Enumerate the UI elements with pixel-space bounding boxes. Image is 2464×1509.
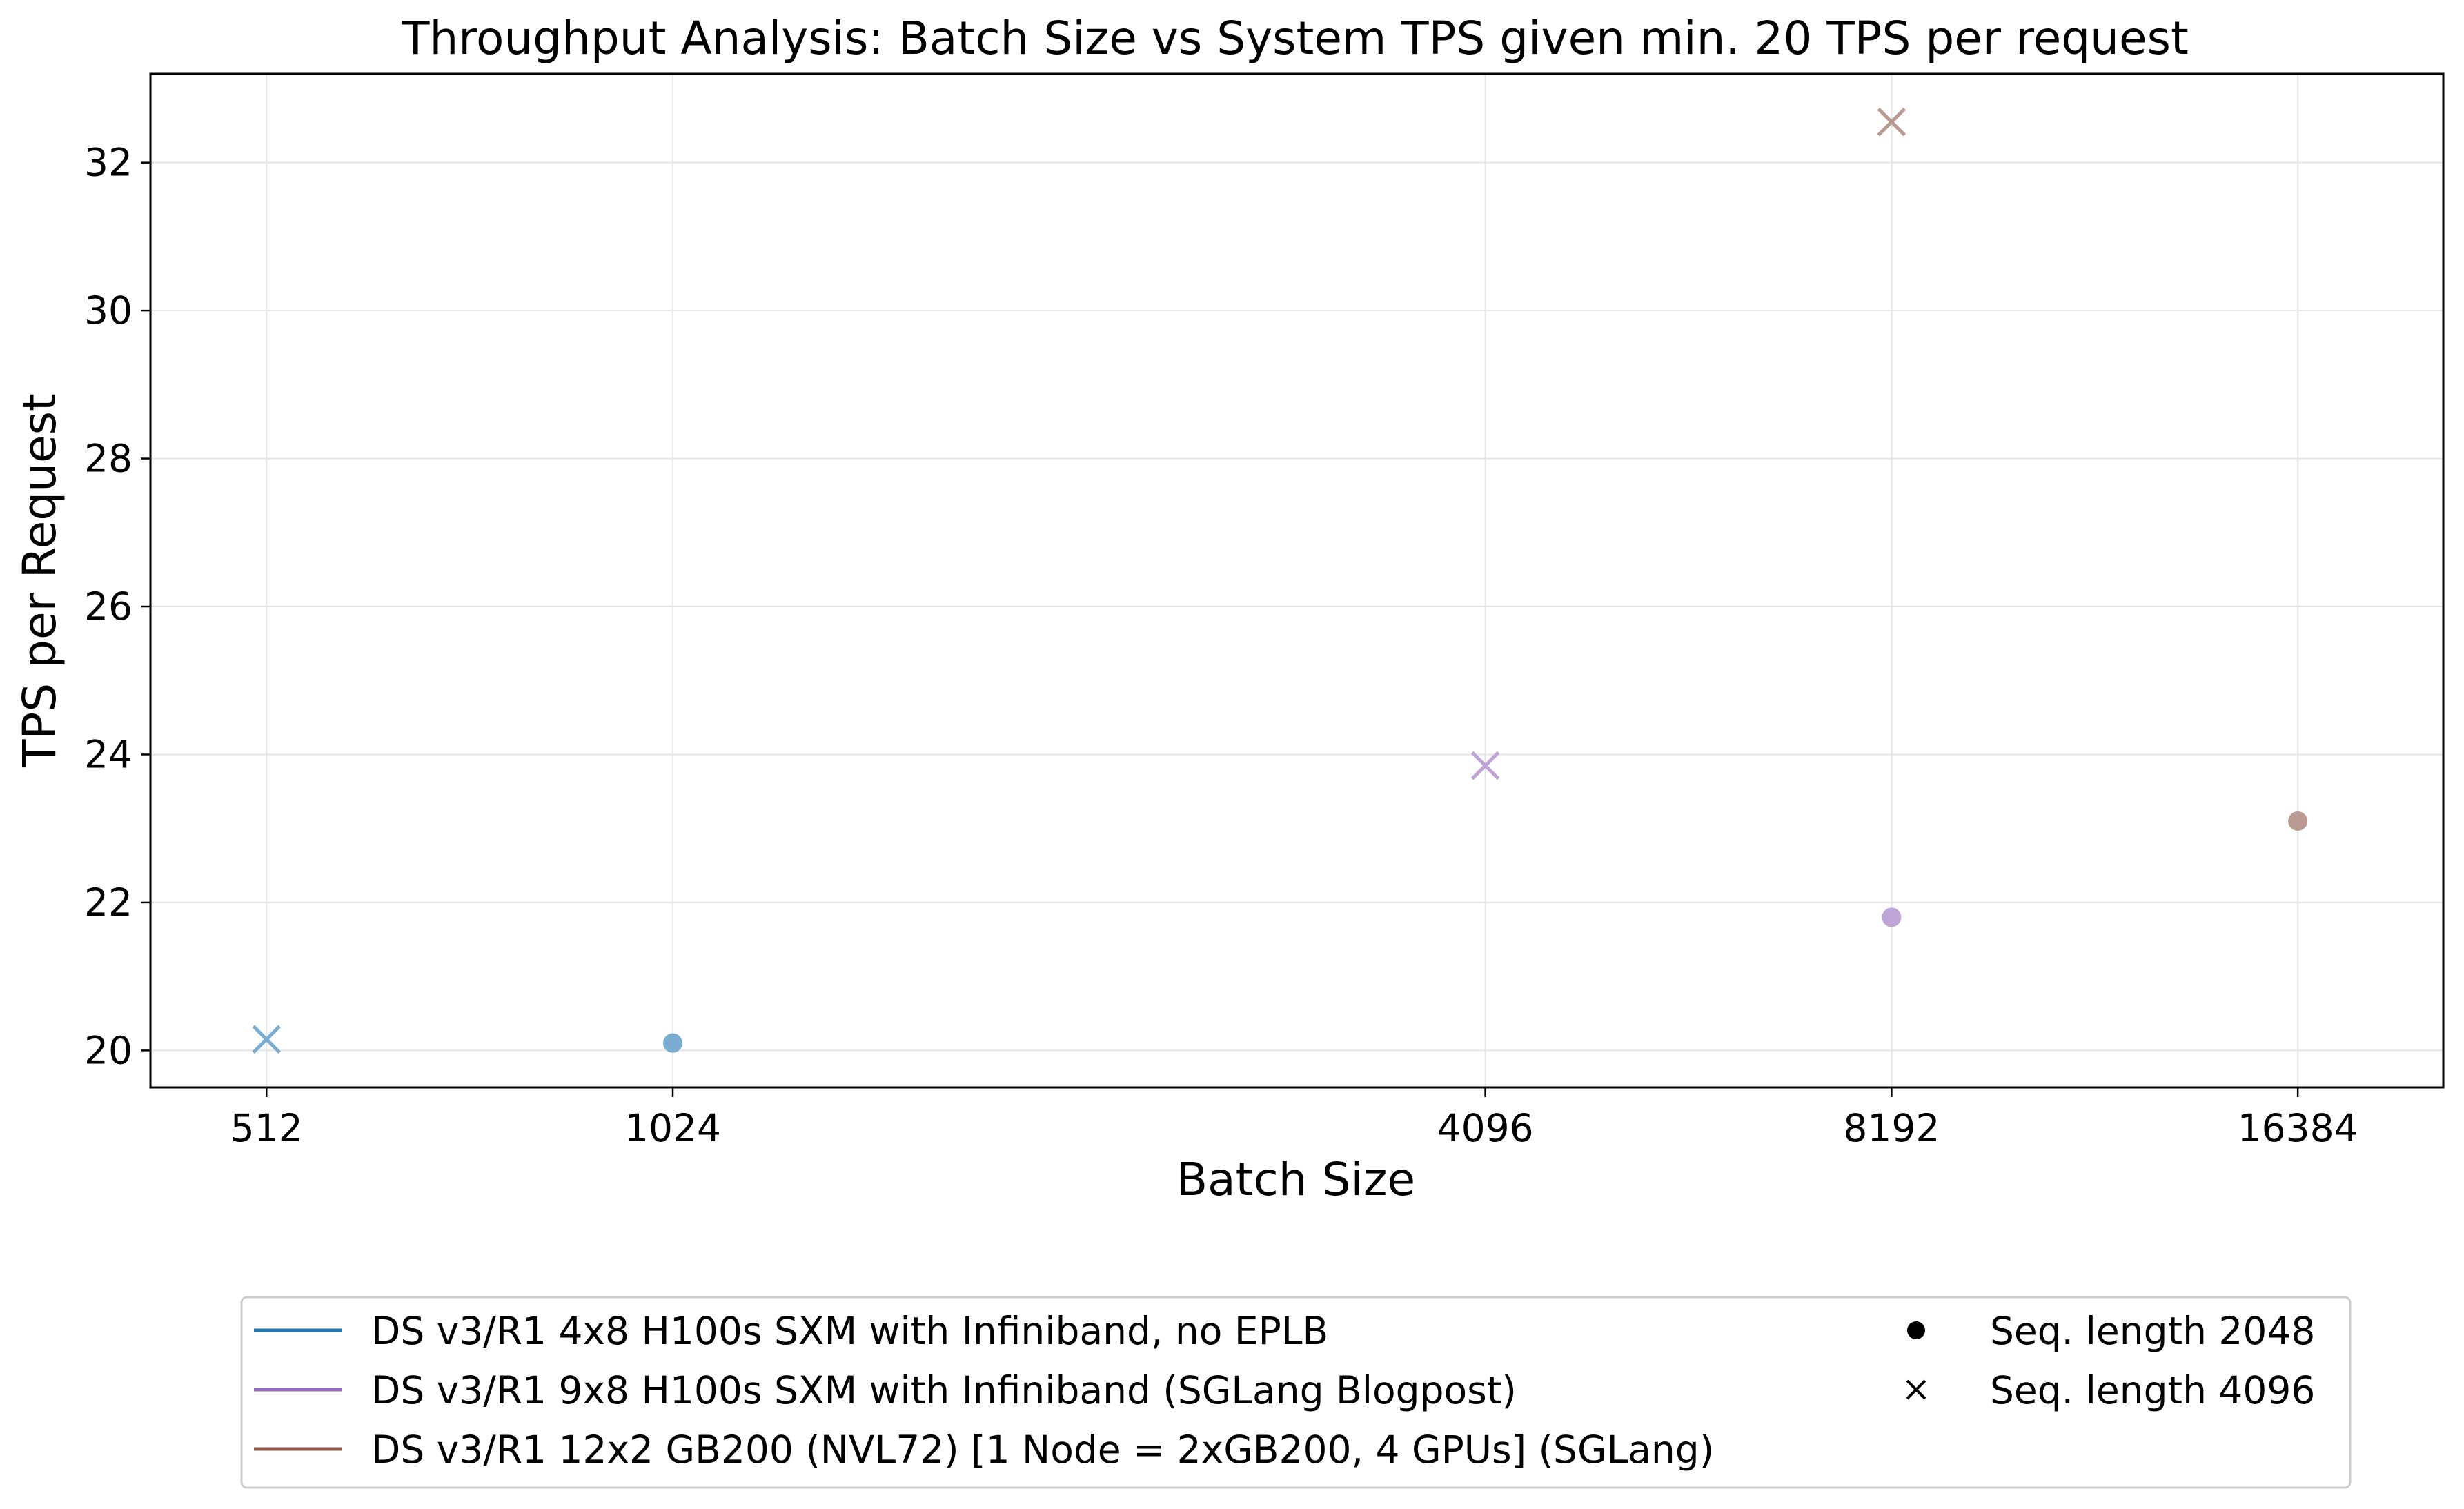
y-tick-label: 22 bbox=[84, 880, 132, 925]
legend-series-label: DS v3/R1 12x2 GB200 (NVL72) [1 Node = 2x… bbox=[371, 1428, 1714, 1472]
data-point-x bbox=[1877, 107, 1906, 137]
legend-series-label: DS v3/R1 4x8 H100s SXM with Infiniband, … bbox=[371, 1309, 1328, 1353]
data-point-circle bbox=[2288, 811, 2308, 831]
y-tick-label: 30 bbox=[84, 288, 132, 333]
data-point-x bbox=[1470, 751, 1500, 780]
x-tick-label: 16384 bbox=[2238, 1106, 2358, 1150]
y-axis-ticks: 20 22 24 26 28 30 32 bbox=[84, 141, 150, 1072]
x-tick-label: 4096 bbox=[1437, 1106, 1534, 1150]
y-tick-label: 26 bbox=[84, 584, 132, 629]
y-tick-label: 28 bbox=[84, 437, 132, 481]
legend-marker-label: Seq. length 4096 bbox=[1990, 1368, 2315, 1412]
x-axis-label: Batch Size bbox=[1176, 1153, 1415, 1206]
grid bbox=[150, 74, 2443, 1087]
data-point-x bbox=[252, 1025, 282, 1054]
legend-series-label: DS v3/R1 9x8 H100s SXM with Infiniband (… bbox=[371, 1368, 1517, 1412]
x-tick-label: 1024 bbox=[624, 1106, 721, 1150]
y-tick-label: 32 bbox=[84, 141, 132, 185]
data-point-circle bbox=[663, 1033, 683, 1053]
data-point-circle bbox=[1882, 907, 1902, 927]
legend-marker-label: Seq. length 2048 bbox=[1990, 1309, 2315, 1353]
legend-x-marker bbox=[1906, 1379, 1926, 1400]
legend: DS v3/R1 4x8 H100s SXM with Infiniband, … bbox=[240, 1296, 2352, 1489]
x-tick-label: 512 bbox=[230, 1106, 303, 1150]
chart-title: Throughput Analysis: Batch Size vs Syste… bbox=[401, 12, 2189, 65]
y-axis-label: TPS per Request bbox=[13, 393, 66, 768]
data-points bbox=[252, 107, 2308, 1054]
legend-series-entries: DS v3/R1 4x8 H100s SXM with Infiniband, … bbox=[254, 1309, 1714, 1472]
y-tick-label: 20 bbox=[84, 1028, 132, 1072]
x-tick-label: 8192 bbox=[1843, 1106, 1940, 1150]
legend-marker-entries: Seq. length 2048 Seq. length 4096 bbox=[1906, 1309, 2315, 1412]
x-axis-ticks: 512 1024 4096 8192 16384 bbox=[230, 1087, 2358, 1150]
legend-circle-marker bbox=[1907, 1321, 1925, 1339]
legend-frame bbox=[240, 1296, 2352, 1489]
y-tick-label: 24 bbox=[84, 732, 132, 776]
plot-frame bbox=[149, 72, 2445, 1089]
